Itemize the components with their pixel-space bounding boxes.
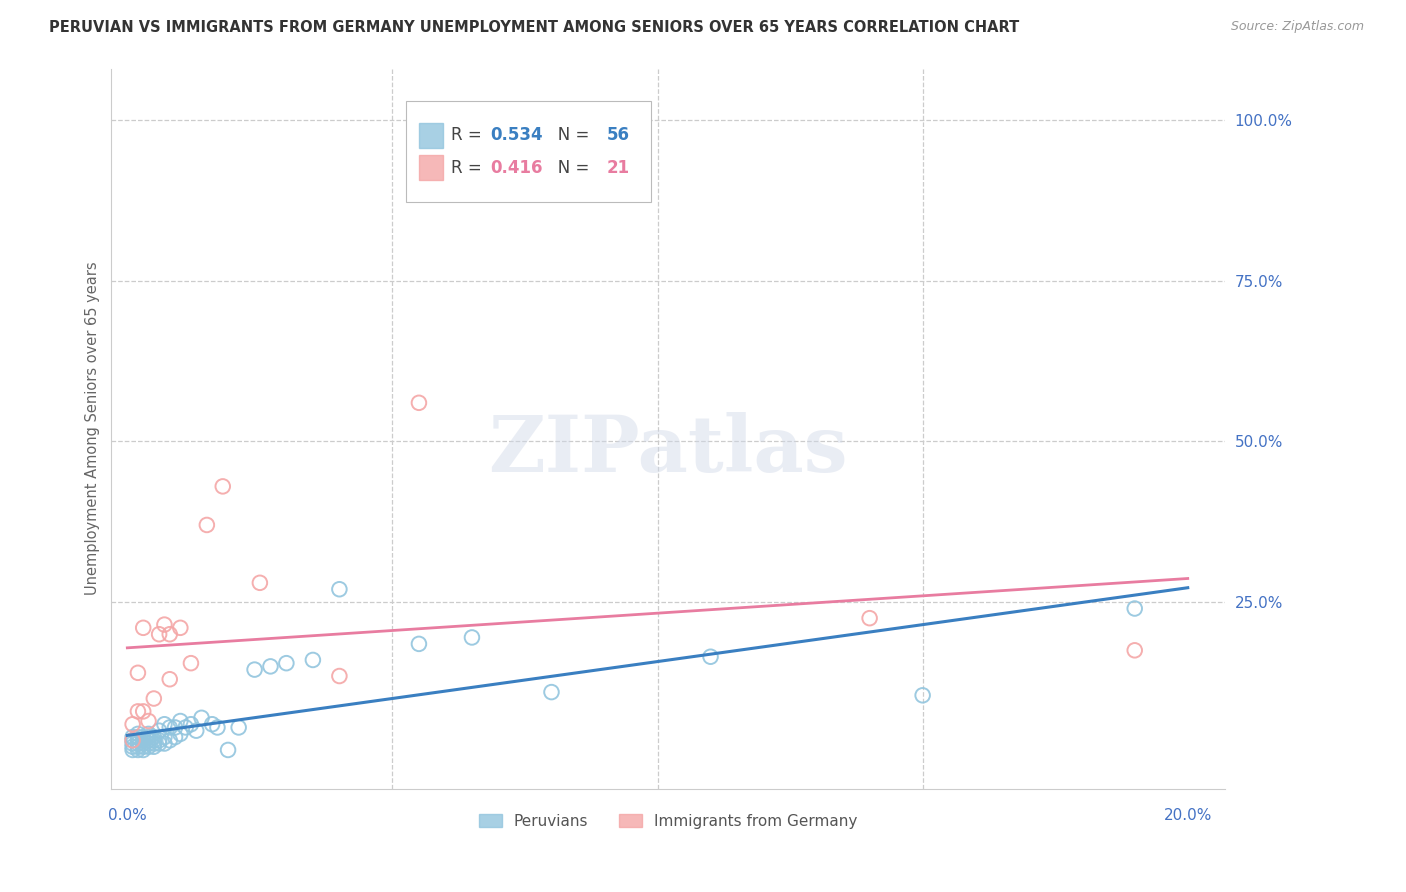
Point: [127, 737, 149, 751]
Point: [163, 730, 186, 744]
Point: [142, 733, 165, 747]
Point: [121, 739, 143, 754]
Text: 20.0%: 20.0%: [1164, 808, 1212, 822]
Point: [138, 714, 160, 728]
Point: [142, 739, 165, 754]
Point: [127, 739, 149, 754]
Point: [121, 733, 143, 747]
Point: [180, 717, 202, 731]
Point: [127, 730, 149, 744]
Point: [408, 637, 430, 651]
Point: [127, 665, 149, 680]
Point: [195, 518, 218, 533]
Point: [127, 733, 149, 747]
Point: [153, 617, 176, 632]
Point: [142, 737, 165, 751]
Point: [461, 631, 484, 645]
Point: [169, 714, 191, 728]
Legend: Peruvians, Immigrants from Germany: Peruvians, Immigrants from Germany: [472, 807, 863, 835]
Point: [121, 733, 143, 747]
Point: [540, 685, 562, 699]
Point: [328, 582, 350, 597]
Point: [911, 688, 934, 702]
Text: 0.416: 0.416: [489, 159, 543, 177]
Point: [259, 659, 281, 673]
Point: [148, 733, 170, 747]
Point: [127, 705, 149, 719]
Bar: [419, 122, 443, 148]
Text: N =: N =: [543, 126, 595, 145]
Point: [174, 721, 197, 735]
Point: [148, 737, 170, 751]
Point: [190, 711, 212, 725]
Point: [159, 672, 181, 686]
Point: [859, 611, 882, 625]
Bar: [419, 155, 443, 180]
Point: [132, 733, 155, 747]
Point: [699, 649, 721, 664]
Point: [180, 656, 202, 670]
Point: [243, 663, 266, 677]
Point: [211, 479, 233, 493]
Point: [132, 621, 155, 635]
Point: [132, 705, 155, 719]
Point: [159, 627, 181, 641]
Point: [228, 721, 250, 735]
Point: [121, 730, 143, 744]
Point: [153, 717, 176, 731]
Text: 0.0%: 0.0%: [108, 808, 146, 822]
Text: R =: R =: [451, 126, 486, 145]
Point: [1123, 601, 1146, 615]
Point: [153, 730, 176, 744]
Point: [1123, 643, 1146, 657]
Point: [201, 717, 224, 731]
Point: [302, 653, 325, 667]
Point: [138, 739, 160, 754]
Y-axis label: Unemployment Among Seniors over 65 years: Unemployment Among Seniors over 65 years: [86, 261, 100, 595]
Point: [142, 730, 165, 744]
Point: [142, 691, 165, 706]
Point: [159, 721, 181, 735]
Point: [121, 743, 143, 757]
Text: 56: 56: [607, 126, 630, 145]
Point: [276, 656, 298, 670]
Point: [138, 733, 160, 747]
Point: [138, 730, 160, 744]
Point: [121, 717, 143, 731]
Point: [132, 730, 155, 744]
Point: [132, 739, 155, 754]
Point: [153, 737, 176, 751]
Text: Source: ZipAtlas.com: Source: ZipAtlas.com: [1230, 20, 1364, 33]
Point: [207, 721, 229, 735]
Point: [127, 743, 149, 757]
Text: 21: 21: [607, 159, 630, 177]
Point: [249, 575, 271, 590]
Text: R =: R =: [451, 159, 486, 177]
Text: N =: N =: [543, 159, 595, 177]
Point: [169, 727, 191, 741]
Point: [408, 396, 430, 410]
Point: [148, 627, 170, 641]
Point: [138, 727, 160, 741]
Point: [159, 733, 181, 747]
Point: [328, 669, 350, 683]
Point: [132, 743, 155, 757]
Point: [138, 737, 160, 751]
Text: PERUVIAN VS IMMIGRANTS FROM GERMANY UNEMPLOYMENT AMONG SENIORS OVER 65 YEARS COR: PERUVIAN VS IMMIGRANTS FROM GERMANY UNEM…: [49, 20, 1019, 35]
Point: [217, 743, 239, 757]
FancyBboxPatch shape: [406, 101, 651, 202]
Text: ZIPatlas: ZIPatlas: [488, 412, 848, 488]
Point: [163, 721, 186, 735]
Point: [127, 727, 149, 741]
Text: 0.534: 0.534: [489, 126, 543, 145]
Point: [169, 621, 191, 635]
Point: [186, 723, 208, 738]
Point: [121, 737, 143, 751]
Point: [148, 723, 170, 738]
Point: [132, 737, 155, 751]
